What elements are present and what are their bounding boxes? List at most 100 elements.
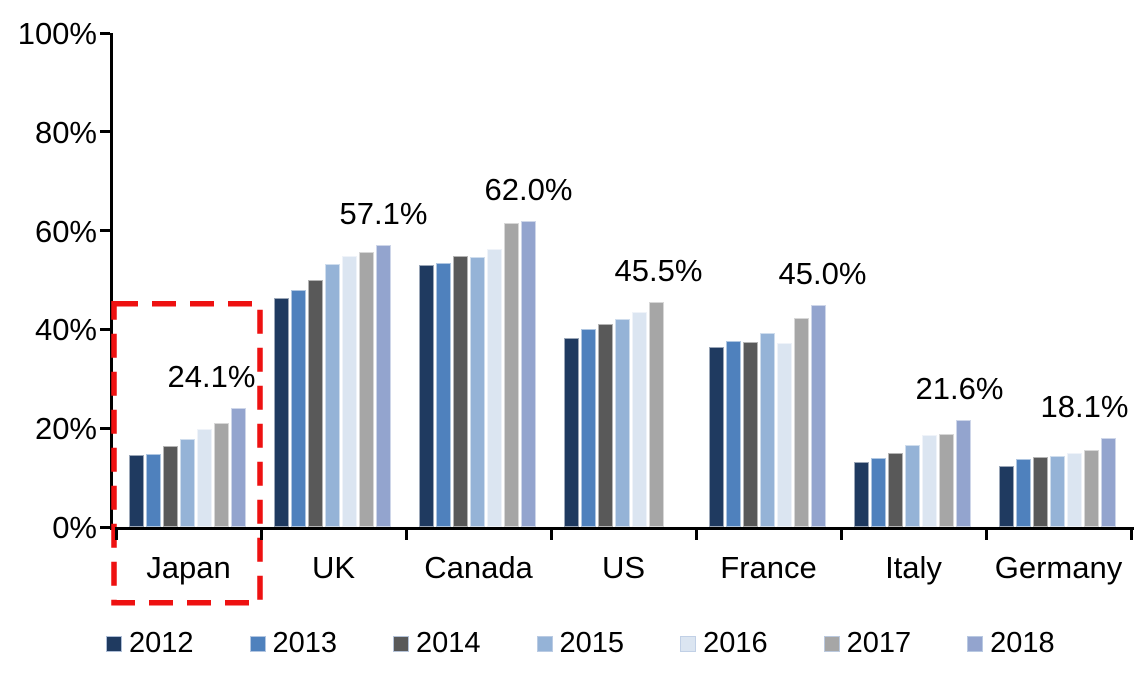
x-axis-label-uk: UK bbox=[311, 550, 356, 585]
bar-japan-2018 bbox=[231, 407, 246, 527]
y-axis-tick-label: 40% bbox=[34, 312, 97, 348]
bar-us-2014 bbox=[598, 324, 613, 527]
y-axis-tick-label: 20% bbox=[34, 411, 97, 447]
legend-label-2014: 2014 bbox=[416, 627, 481, 659]
data-label-uk: 57.1% bbox=[339, 195, 428, 231]
bar-japan-2012 bbox=[129, 455, 144, 527]
bar-france-2017 bbox=[794, 318, 809, 527]
bar-germany-2014 bbox=[1033, 457, 1048, 527]
x-axis-line bbox=[110, 527, 1134, 530]
y-axis-tick bbox=[100, 229, 110, 233]
data-label-france: 45.0% bbox=[778, 255, 867, 291]
bar-uk-2013 bbox=[291, 290, 306, 527]
bar-uk-2012 bbox=[274, 298, 289, 527]
x-axis-tick bbox=[114, 527, 118, 540]
bar-japan-2014 bbox=[163, 446, 178, 527]
bar-us-2012 bbox=[564, 338, 579, 527]
y-axis-tick bbox=[100, 130, 110, 134]
x-axis-label-france: France bbox=[720, 550, 817, 585]
data-label-japan: 24.1% bbox=[167, 358, 256, 394]
legend-label-2017: 2017 bbox=[846, 627, 912, 659]
bar-germany-2012 bbox=[999, 466, 1014, 527]
y-axis-line bbox=[110, 33, 113, 530]
bar-canada-2016 bbox=[487, 249, 502, 527]
bar-italy-2012 bbox=[854, 461, 869, 527]
bar-germany-2015 bbox=[1050, 455, 1065, 527]
bar-canada-2012 bbox=[419, 264, 434, 527]
bar-canada-2017 bbox=[504, 223, 519, 527]
bar-italy-2014 bbox=[888, 452, 903, 527]
x-axis-label-us: US bbox=[601, 550, 646, 585]
bar-uk-2018 bbox=[376, 244, 391, 527]
bar-italy-2018 bbox=[956, 420, 971, 527]
x-axis-label-canada: Canada bbox=[424, 550, 533, 585]
data-label-germany: 18.1% bbox=[1040, 388, 1129, 424]
bar-germany-2013 bbox=[1016, 459, 1031, 527]
legend: 2012 2013 2014 2015 2016 2017 2018 bbox=[106, 629, 1055, 658]
legend-item-2017: 2017 bbox=[823, 627, 912, 659]
data-label-us: 45.5% bbox=[614, 253, 703, 289]
legend-label-2018: 2018 bbox=[990, 627, 1055, 659]
bar-italy-2016 bbox=[922, 435, 937, 527]
legend-item-2012: 2012 bbox=[106, 629, 194, 658]
bar-germany-2017 bbox=[1084, 449, 1099, 527]
data-label-italy: 21.6% bbox=[915, 371, 1004, 407]
x-axis-tick bbox=[549, 527, 553, 540]
legend-label-2015: 2015 bbox=[559, 627, 625, 659]
bar-uk-2016 bbox=[342, 256, 357, 527]
bar-canada-2015 bbox=[470, 256, 485, 527]
x-axis-tick bbox=[694, 527, 698, 540]
bar-germany-2018 bbox=[1101, 437, 1116, 527]
legend-swatch-2016 bbox=[680, 635, 697, 652]
x-axis-tick bbox=[404, 527, 408, 540]
bar-france-2012 bbox=[709, 346, 724, 527]
bar-canada-2018 bbox=[521, 220, 536, 527]
x-axis-label-italy: Italy bbox=[885, 550, 942, 585]
bar-italy-2017 bbox=[939, 433, 954, 527]
legend-swatch-2013 bbox=[249, 635, 266, 652]
y-axis-tick bbox=[100, 327, 110, 331]
bar-france-2016 bbox=[777, 343, 792, 527]
bar-france-2015 bbox=[760, 333, 775, 527]
legend-item-2018: 2018 bbox=[967, 629, 1055, 658]
bar-italy-2013 bbox=[871, 458, 886, 527]
bar-uk-2017 bbox=[359, 251, 374, 527]
x-axis-tick bbox=[984, 527, 988, 540]
bar-japan-2013 bbox=[146, 453, 161, 527]
x-axis-label-japan: Japan bbox=[146, 550, 231, 585]
bar-uk-2014 bbox=[308, 280, 323, 527]
x-axis-tick bbox=[259, 527, 263, 540]
bar-canada-2014 bbox=[453, 255, 468, 527]
legend-swatch-2015 bbox=[536, 635, 553, 652]
legend-item-2016: 2016 bbox=[680, 629, 768, 658]
legend-swatch-2012 bbox=[106, 635, 122, 652]
x-axis-tick bbox=[839, 527, 843, 540]
y-axis-tick bbox=[100, 426, 110, 430]
legend-swatch-2014 bbox=[393, 635, 410, 652]
legend-item-2015: 2015 bbox=[536, 627, 625, 659]
bar-germany-2016 bbox=[1067, 452, 1082, 527]
y-axis-tick bbox=[100, 31, 110, 35]
legend-item-2014: 2014 bbox=[393, 629, 481, 658]
legend-label-2012: 2012 bbox=[129, 627, 194, 659]
legend-label-2013: 2013 bbox=[272, 627, 338, 659]
y-axis-tick-label: 60% bbox=[34, 213, 97, 249]
x-axis-tick bbox=[1129, 527, 1133, 540]
bar-us-2015 bbox=[615, 318, 630, 527]
y-axis-tick bbox=[100, 525, 110, 529]
y-axis-tick-label: 100% bbox=[17, 16, 97, 51]
bar-uk-2015 bbox=[325, 263, 340, 527]
bar-us-2016 bbox=[632, 311, 647, 527]
bar-japan-2015 bbox=[180, 438, 195, 527]
bar-france-2018 bbox=[811, 304, 826, 527]
y-axis-tick-label: 0% bbox=[52, 510, 97, 545]
legend-label-2016: 2016 bbox=[703, 627, 768, 659]
x-axis-label-germany: Germany bbox=[994, 550, 1123, 585]
legend-item-2013: 2013 bbox=[249, 627, 338, 659]
data-label-canada: 62.0% bbox=[484, 171, 573, 207]
bar-france-2013 bbox=[726, 341, 741, 527]
bar-us-2017 bbox=[649, 302, 664, 527]
bar-canada-2013 bbox=[436, 263, 451, 527]
y-axis-tick-label: 80% bbox=[34, 114, 97, 150]
